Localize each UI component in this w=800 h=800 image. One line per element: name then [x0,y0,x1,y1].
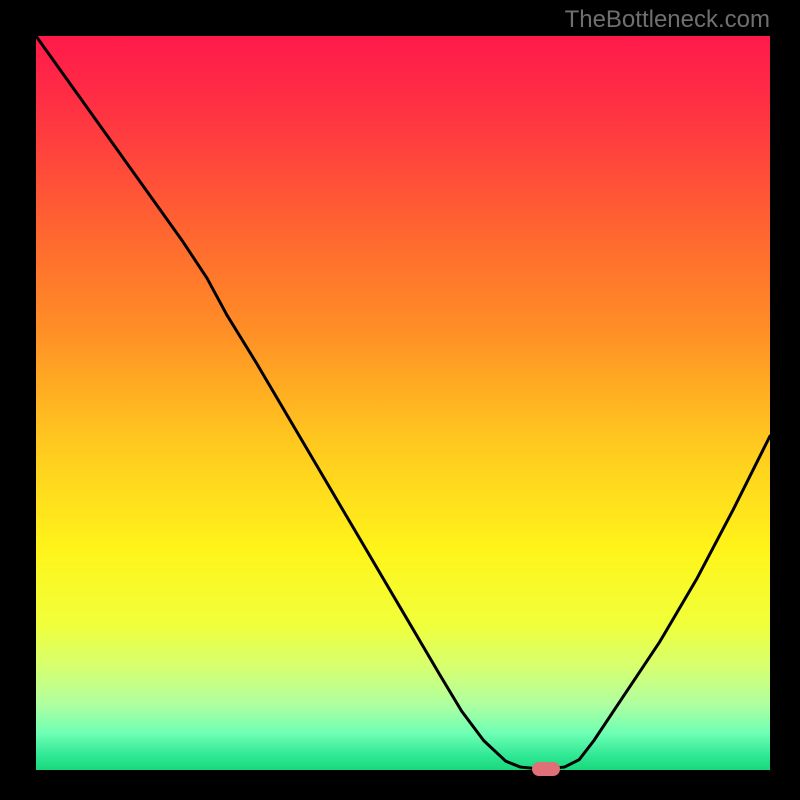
bottleneck-curve [36,36,770,770]
chart-frame: TheBottleneck.com [0,0,800,800]
watermark-text: TheBottleneck.com [565,6,770,34]
sweet-spot-marker [532,762,560,776]
plot-area [36,36,770,770]
